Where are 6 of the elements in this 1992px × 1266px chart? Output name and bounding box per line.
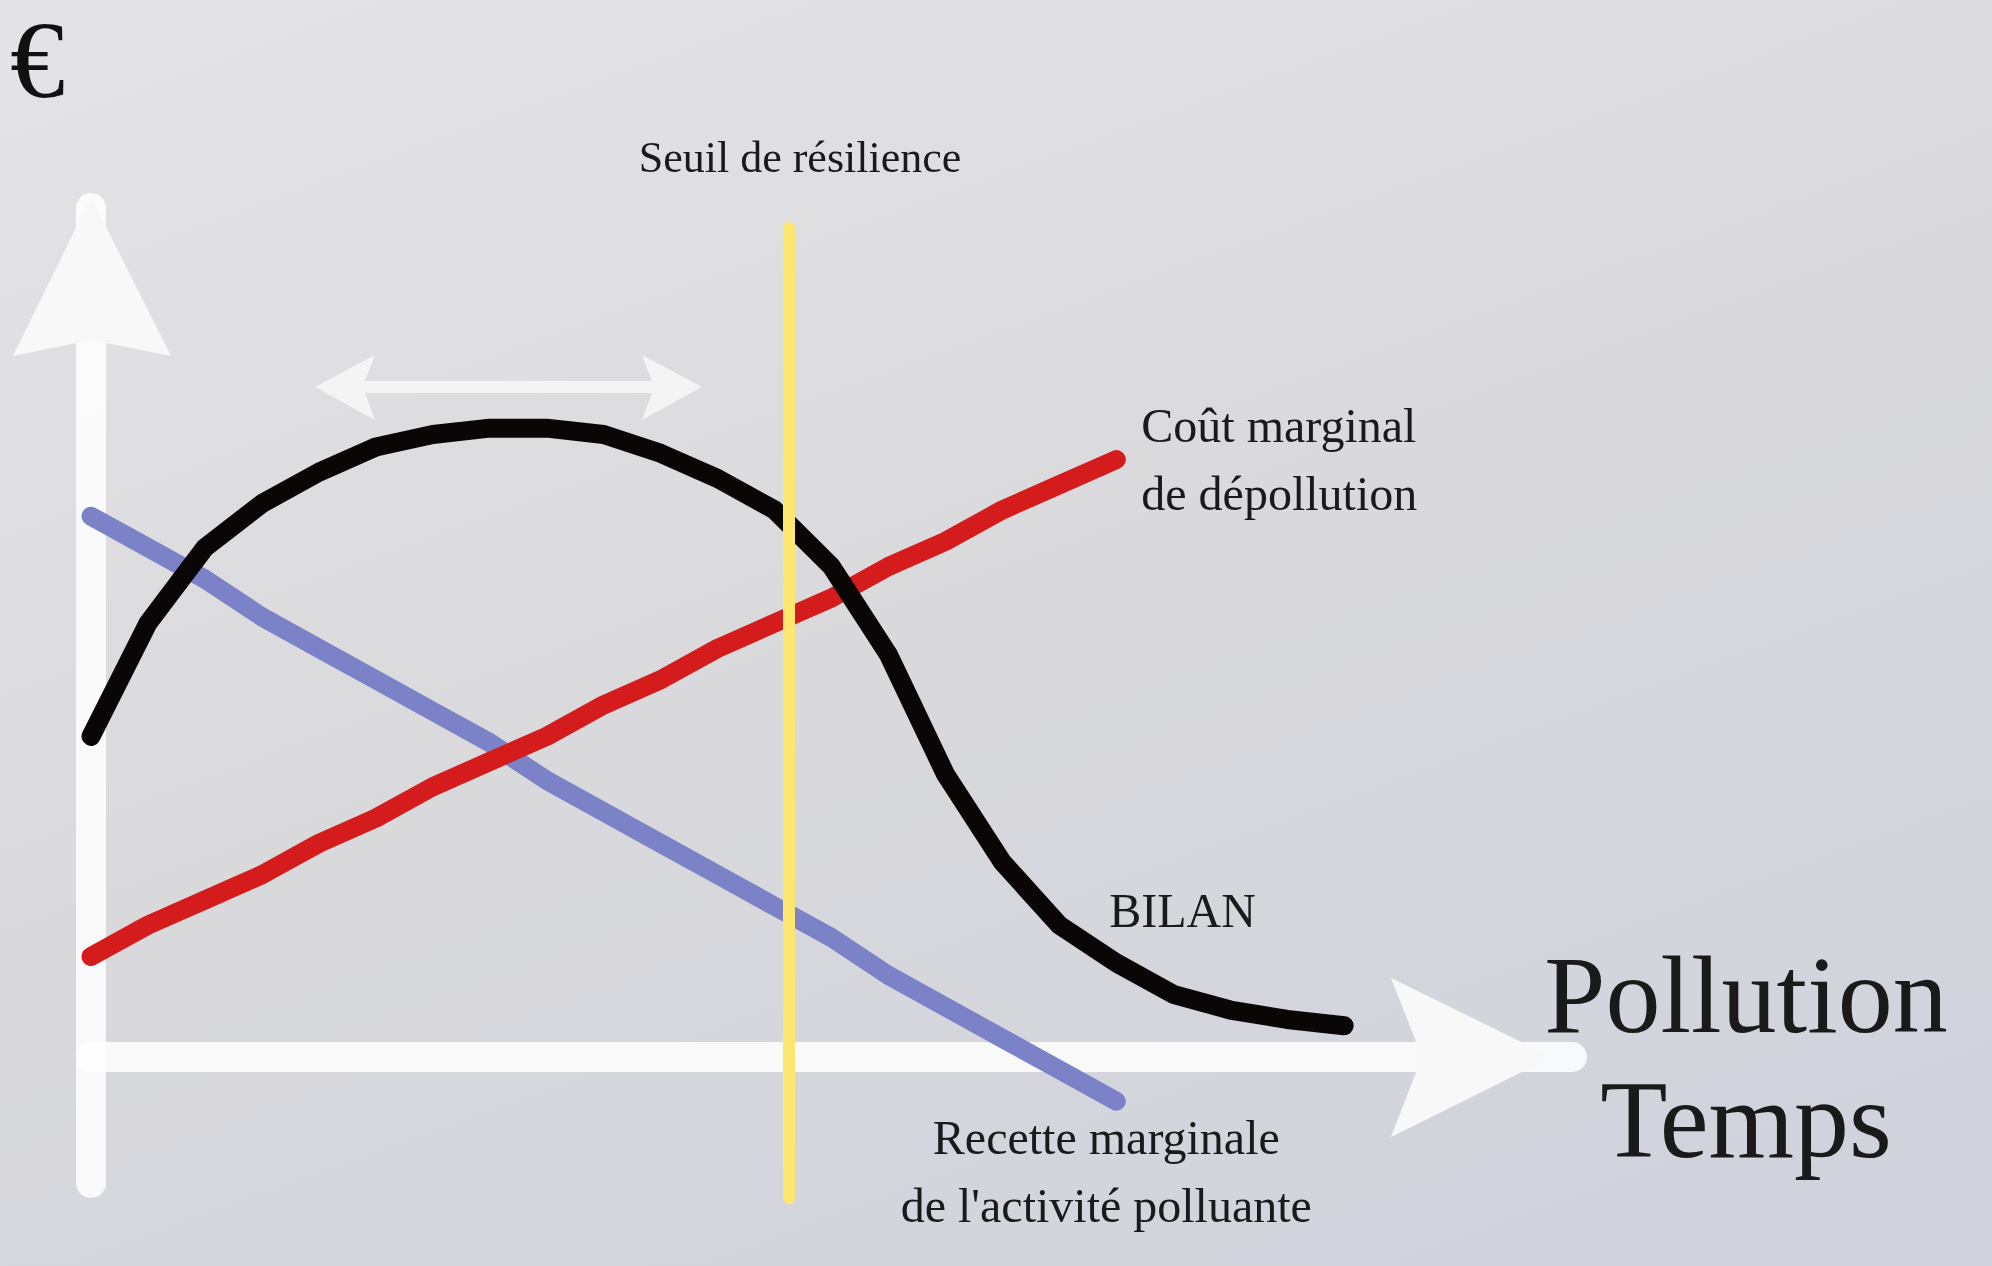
series-label: BILAN [1109,884,1256,938]
text: Seuil de résilience [638,132,962,182]
series-label: Coût marginal de dépollution [1141,399,1418,521]
x-axis-title: Pollution Temps [1544,933,1948,1181]
y-axis-title: € [10,0,65,121]
series-label: Recette marginale de l'activité polluante [900,1110,1312,1232]
